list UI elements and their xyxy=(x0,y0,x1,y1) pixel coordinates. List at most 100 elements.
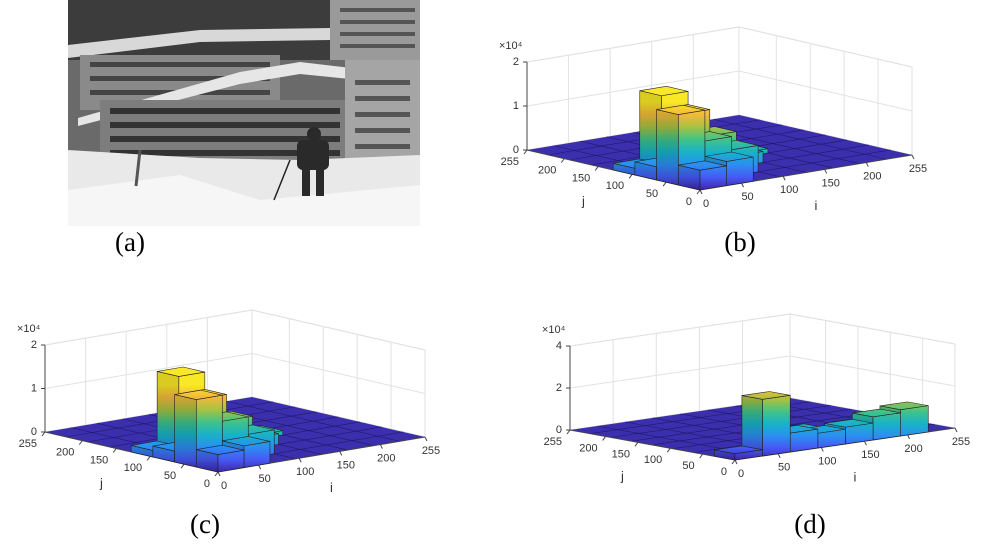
tick-mark xyxy=(731,459,736,465)
z-scale-label: ×10⁴ xyxy=(17,323,41,335)
tick-mark xyxy=(41,431,46,437)
x-tick-label: 50 xyxy=(778,462,790,474)
y-axis xyxy=(569,429,736,461)
panel-label: (a) xyxy=(115,227,145,257)
z-tick-label: 0 xyxy=(556,424,562,436)
x-tick-label: 150 xyxy=(861,449,879,461)
bar-top xyxy=(714,445,763,455)
x-tick-label: 150 xyxy=(337,459,355,471)
bar xyxy=(195,444,245,473)
tick-mark xyxy=(907,434,910,440)
x-tick-label: 255 xyxy=(909,163,927,175)
bar-shade xyxy=(634,161,657,180)
bar-top xyxy=(639,86,689,97)
x-tick-label: 50 xyxy=(258,473,270,485)
bar-top xyxy=(741,391,791,400)
y-tick-label: 0 xyxy=(686,196,692,208)
panel-label: (d) xyxy=(794,509,825,539)
tick-mark xyxy=(112,448,117,453)
z-tick-label: 4 xyxy=(556,340,562,352)
bar-shade xyxy=(613,163,635,175)
x-axis-label: i xyxy=(815,198,818,213)
bar-top xyxy=(174,389,223,400)
y-tick-label: 150 xyxy=(572,172,590,184)
x-tick-label: 255 xyxy=(952,436,970,448)
tick-mark xyxy=(594,166,599,171)
x-tick-label: 50 xyxy=(741,191,753,203)
z-tick-label: 2 xyxy=(513,56,519,68)
bar-face xyxy=(872,412,901,441)
z-tick-label: 1 xyxy=(513,100,519,112)
x-tick-label: 0 xyxy=(703,198,709,210)
bar-shade xyxy=(639,90,662,171)
y-axis-label: j xyxy=(581,193,585,208)
y-tick-label: 50 xyxy=(682,460,694,472)
y-tick-label: 255 xyxy=(19,438,37,450)
grid-line xyxy=(569,313,956,347)
x-tick-label: 200 xyxy=(863,170,881,182)
tick-mark xyxy=(666,447,671,453)
y-tick-label: 200 xyxy=(56,447,74,459)
tick-mark xyxy=(379,444,383,449)
tick-mark xyxy=(628,174,633,179)
y-tick-label: 50 xyxy=(646,188,658,200)
tick-mark xyxy=(699,453,704,459)
z-tick-label: 2 xyxy=(31,339,37,351)
tick-mark xyxy=(863,440,867,446)
z-scale-label: ×10⁴ xyxy=(499,40,523,52)
bar-top xyxy=(704,151,754,162)
tick-mark xyxy=(180,463,185,469)
bar-top xyxy=(678,160,727,171)
tick-mark xyxy=(777,453,781,458)
tick-mark xyxy=(734,459,738,465)
y-axis-label: j xyxy=(99,475,103,490)
x-axis-label: i xyxy=(854,469,857,484)
tick-mark xyxy=(741,182,745,188)
grid-line xyxy=(569,355,956,389)
tick-mark xyxy=(566,429,571,435)
tick-mark xyxy=(782,176,786,181)
floor-line xyxy=(631,408,852,442)
charts: 0 1 2 ×10⁴ 0 50 100 150 200 255 0 50 100 150 200 255 i j 0… xyxy=(17,26,970,495)
bar xyxy=(656,104,706,186)
z-tick-label: 2 xyxy=(556,382,562,394)
floor-line xyxy=(610,405,831,438)
tick-mark xyxy=(78,440,83,445)
tick-mark xyxy=(339,451,343,456)
tick-mark xyxy=(634,442,639,447)
tick-mark xyxy=(954,427,958,433)
y-axis-label: j xyxy=(620,468,624,483)
x-tick-label: 150 xyxy=(822,177,840,189)
x-tick-label: 100 xyxy=(818,455,836,467)
bar-top xyxy=(879,401,929,410)
x-tick-label: 100 xyxy=(296,466,314,478)
tick-mark xyxy=(146,456,151,461)
bar-shade xyxy=(678,165,700,190)
bar-top xyxy=(824,419,874,428)
tick-mark xyxy=(662,181,667,187)
bar-face xyxy=(762,394,791,457)
bar-face xyxy=(726,156,754,186)
x-tick-label: 0 xyxy=(738,468,744,480)
bar xyxy=(741,391,791,457)
y-tick-label: 100 xyxy=(644,454,662,466)
bar xyxy=(677,160,727,191)
bar-face xyxy=(900,405,929,437)
bar xyxy=(713,445,763,461)
tick-mark xyxy=(696,189,701,195)
grid-line xyxy=(44,352,426,394)
photo xyxy=(68,0,420,226)
z-scale-label: ×10⁴ xyxy=(542,324,566,336)
y-tick-label: 0 xyxy=(204,478,210,490)
tick-mark xyxy=(560,158,565,163)
tick-mark xyxy=(602,436,606,441)
bar-shade xyxy=(157,371,179,453)
bar-shade xyxy=(714,449,735,460)
tick-mark xyxy=(699,189,703,195)
y-tick-label: 200 xyxy=(579,442,597,454)
tick-mark xyxy=(523,149,528,155)
bar-top xyxy=(656,104,705,115)
